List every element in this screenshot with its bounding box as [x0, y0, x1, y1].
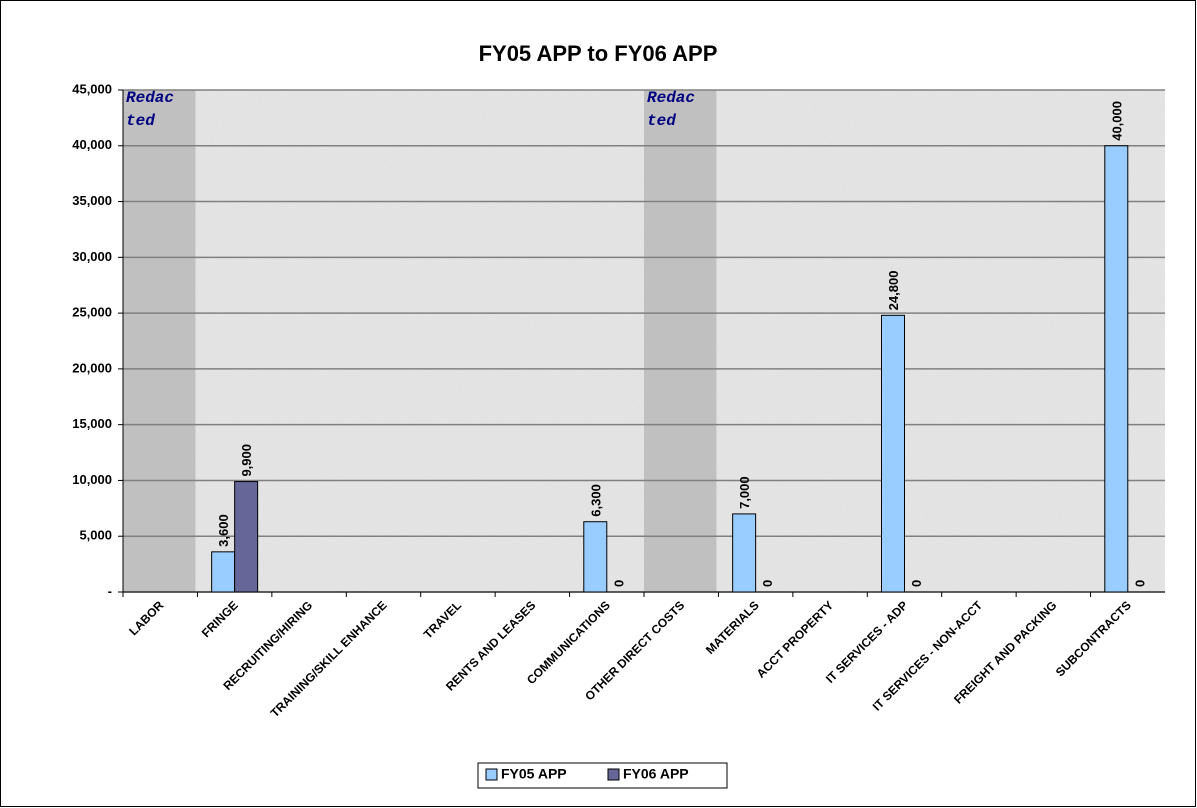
data-label: 3,600 — [216, 514, 231, 547]
data-label: 0 — [909, 580, 924, 587]
data-label: 24,800 — [886, 271, 901, 311]
data-label: 40,000 — [1109, 101, 1124, 141]
data-label: 9,900 — [239, 444, 254, 477]
legend — [477, 762, 728, 789]
legend-swatch — [607, 768, 620, 781]
bar — [211, 551, 236, 593]
bar — [732, 513, 757, 593]
legend-label: FY06 APP — [623, 766, 689, 782]
chart-title: FY05 APP to FY06 APP — [479, 41, 718, 66]
y-tick-label: 15,000 — [72, 416, 112, 431]
bar — [234, 481, 259, 593]
bar — [881, 314, 905, 593]
redacted-text: ted — [126, 112, 155, 130]
redacted-block — [123, 90, 196, 592]
y-tick-label: 10,000 — [72, 472, 112, 487]
redacted-text: Redac — [647, 89, 695, 107]
redacted-text: Redac — [126, 89, 174, 107]
y-tick-label: - — [108, 583, 112, 598]
redacted-text: ted — [647, 112, 676, 130]
data-label: 7,000 — [737, 476, 752, 509]
bar — [1104, 145, 1129, 593]
redacted-block — [644, 90, 717, 592]
y-tick-label: 30,000 — [72, 249, 112, 264]
data-label: 0 — [760, 580, 775, 587]
y-tick-label: 35,000 — [72, 193, 112, 208]
legend-label: FY05 APP — [501, 766, 567, 782]
data-label: 0 — [1132, 580, 1147, 587]
bar — [583, 521, 608, 593]
y-tick-label: 25,000 — [72, 305, 112, 320]
legend-swatch — [485, 768, 498, 781]
y-tick-label: 5,000 — [79, 528, 112, 543]
y-tick-label: 20,000 — [72, 360, 112, 375]
data-label: 6,300 — [588, 484, 603, 517]
data-label: 0 — [611, 580, 626, 587]
y-tick-label: 45,000 — [72, 81, 112, 96]
y-tick-label: 40,000 — [72, 137, 112, 152]
